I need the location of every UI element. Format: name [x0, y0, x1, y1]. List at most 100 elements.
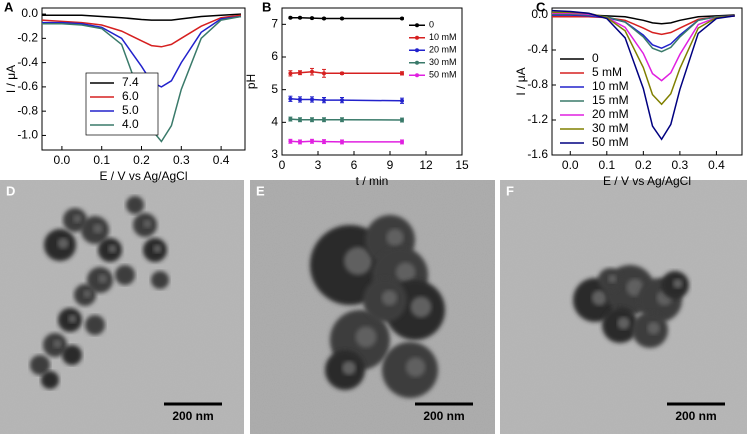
particle-core [405, 357, 426, 377]
particle-core [108, 244, 117, 253]
marker [322, 98, 326, 103]
particle-core [617, 316, 630, 330]
particle-core [57, 237, 69, 249]
x-tick-label: 9 [387, 158, 394, 172]
particle-core [342, 361, 356, 375]
marker [340, 71, 344, 76]
y-tick-label: 7 [271, 17, 278, 31]
x-tick-label: 0 [279, 158, 286, 172]
particle-core [591, 290, 608, 306]
x-tick-label: 0.2 [133, 153, 150, 167]
plot-frame [551, 7, 743, 156]
particle-core [68, 314, 77, 323]
x-tick-label: 0.1 [93, 153, 110, 167]
particle [115, 265, 135, 285]
marker [288, 117, 293, 122]
legend-label: 20 mM [429, 45, 457, 55]
marker [288, 139, 293, 144]
series-line [290, 118, 403, 121]
series-line [551, 9, 735, 141]
legend-label: 7.4 [122, 75, 139, 89]
particle [85, 315, 105, 335]
x-tick-label: 0.0 [54, 153, 71, 167]
marker [400, 16, 404, 21]
series-line [290, 17, 402, 20]
legend-label: 5.0 [122, 103, 139, 117]
series-line [552, 15, 735, 36]
y-tick-label: -0.4 [527, 42, 548, 56]
particle [30, 355, 50, 375]
marker [288, 71, 293, 76]
x-axis-label: t / min [356, 174, 389, 188]
particle-core [608, 274, 617, 283]
y-tick-label: 0.0 [531, 7, 548, 21]
legend-label: 15 mM [592, 93, 629, 107]
marker [298, 70, 302, 75]
particle-core [381, 290, 398, 306]
marker [340, 117, 344, 122]
x-tick-label: 12 [419, 158, 433, 172]
legend-marker [415, 60, 419, 65]
particle-core [395, 262, 416, 282]
tem-image: E 200 nm [250, 180, 495, 434]
marker [310, 117, 314, 122]
y-tick-label: -0.8 [527, 77, 548, 91]
legend-label: 0 [592, 51, 599, 65]
marker [310, 97, 314, 102]
legend-marker [415, 48, 419, 53]
y-tick-label: -1.0 [17, 128, 38, 142]
marker [400, 98, 404, 103]
particle-core [153, 244, 162, 253]
marker [400, 118, 404, 123]
particle-core [53, 339, 62, 348]
y-tick-label: -0.2 [17, 31, 38, 45]
legend-label: 20 mM [592, 107, 629, 121]
image-noise [0, 180, 244, 434]
particle [151, 271, 169, 289]
x-tick-label: 0.4 [213, 153, 230, 167]
marker [340, 16, 344, 21]
x-tick-label: 3 [315, 158, 322, 172]
particle-core [344, 247, 372, 275]
particle-core [73, 214, 82, 223]
panel-label: B [262, 0, 271, 14]
y-tick-label: -0.4 [17, 55, 38, 69]
x-tick-label: 0.3 [672, 158, 689, 172]
legend-label: 0 [429, 20, 434, 30]
panel-label: A [4, 0, 14, 14]
scale-bar-label: 200 nm [172, 409, 213, 423]
particle [62, 345, 82, 365]
particle-core [672, 278, 683, 289]
marker [310, 139, 314, 144]
legend-label: 50 mM [429, 70, 457, 80]
legend-label: 5 mM [592, 65, 622, 79]
marker [298, 139, 302, 144]
y-tick-label: 0.0 [21, 6, 38, 20]
y-axis-label: I / μA [514, 67, 528, 95]
marker [322, 139, 326, 144]
x-axis-label: E / V vs Ag/AgCl [99, 169, 187, 183]
marker [298, 97, 302, 102]
marker [298, 117, 302, 122]
legend-label: 10 mM [592, 79, 629, 93]
y-tick-label: -1.6 [527, 147, 548, 161]
x-tick-label: 0.1 [598, 158, 615, 172]
marker [322, 16, 326, 21]
panel-label: E [256, 183, 265, 198]
legend-label: 30 mM [429, 57, 457, 67]
legend-label: 30 mM [592, 121, 629, 135]
y-axis-label: pH [244, 74, 258, 89]
particle-core [410, 296, 432, 318]
panel-label: F [506, 183, 514, 198]
panel-label: C [536, 0, 546, 14]
marker [288, 96, 293, 101]
series-line [41, 14, 242, 48]
marker [340, 98, 344, 103]
legend-marker [415, 35, 419, 40]
legend-label: 50 mM [592, 135, 629, 149]
tem-image: D 200 nm [0, 180, 244, 434]
series-line [290, 98, 403, 102]
x-tick-label: 6 [351, 158, 358, 172]
particle-core [626, 278, 644, 297]
particle-core [355, 326, 377, 348]
